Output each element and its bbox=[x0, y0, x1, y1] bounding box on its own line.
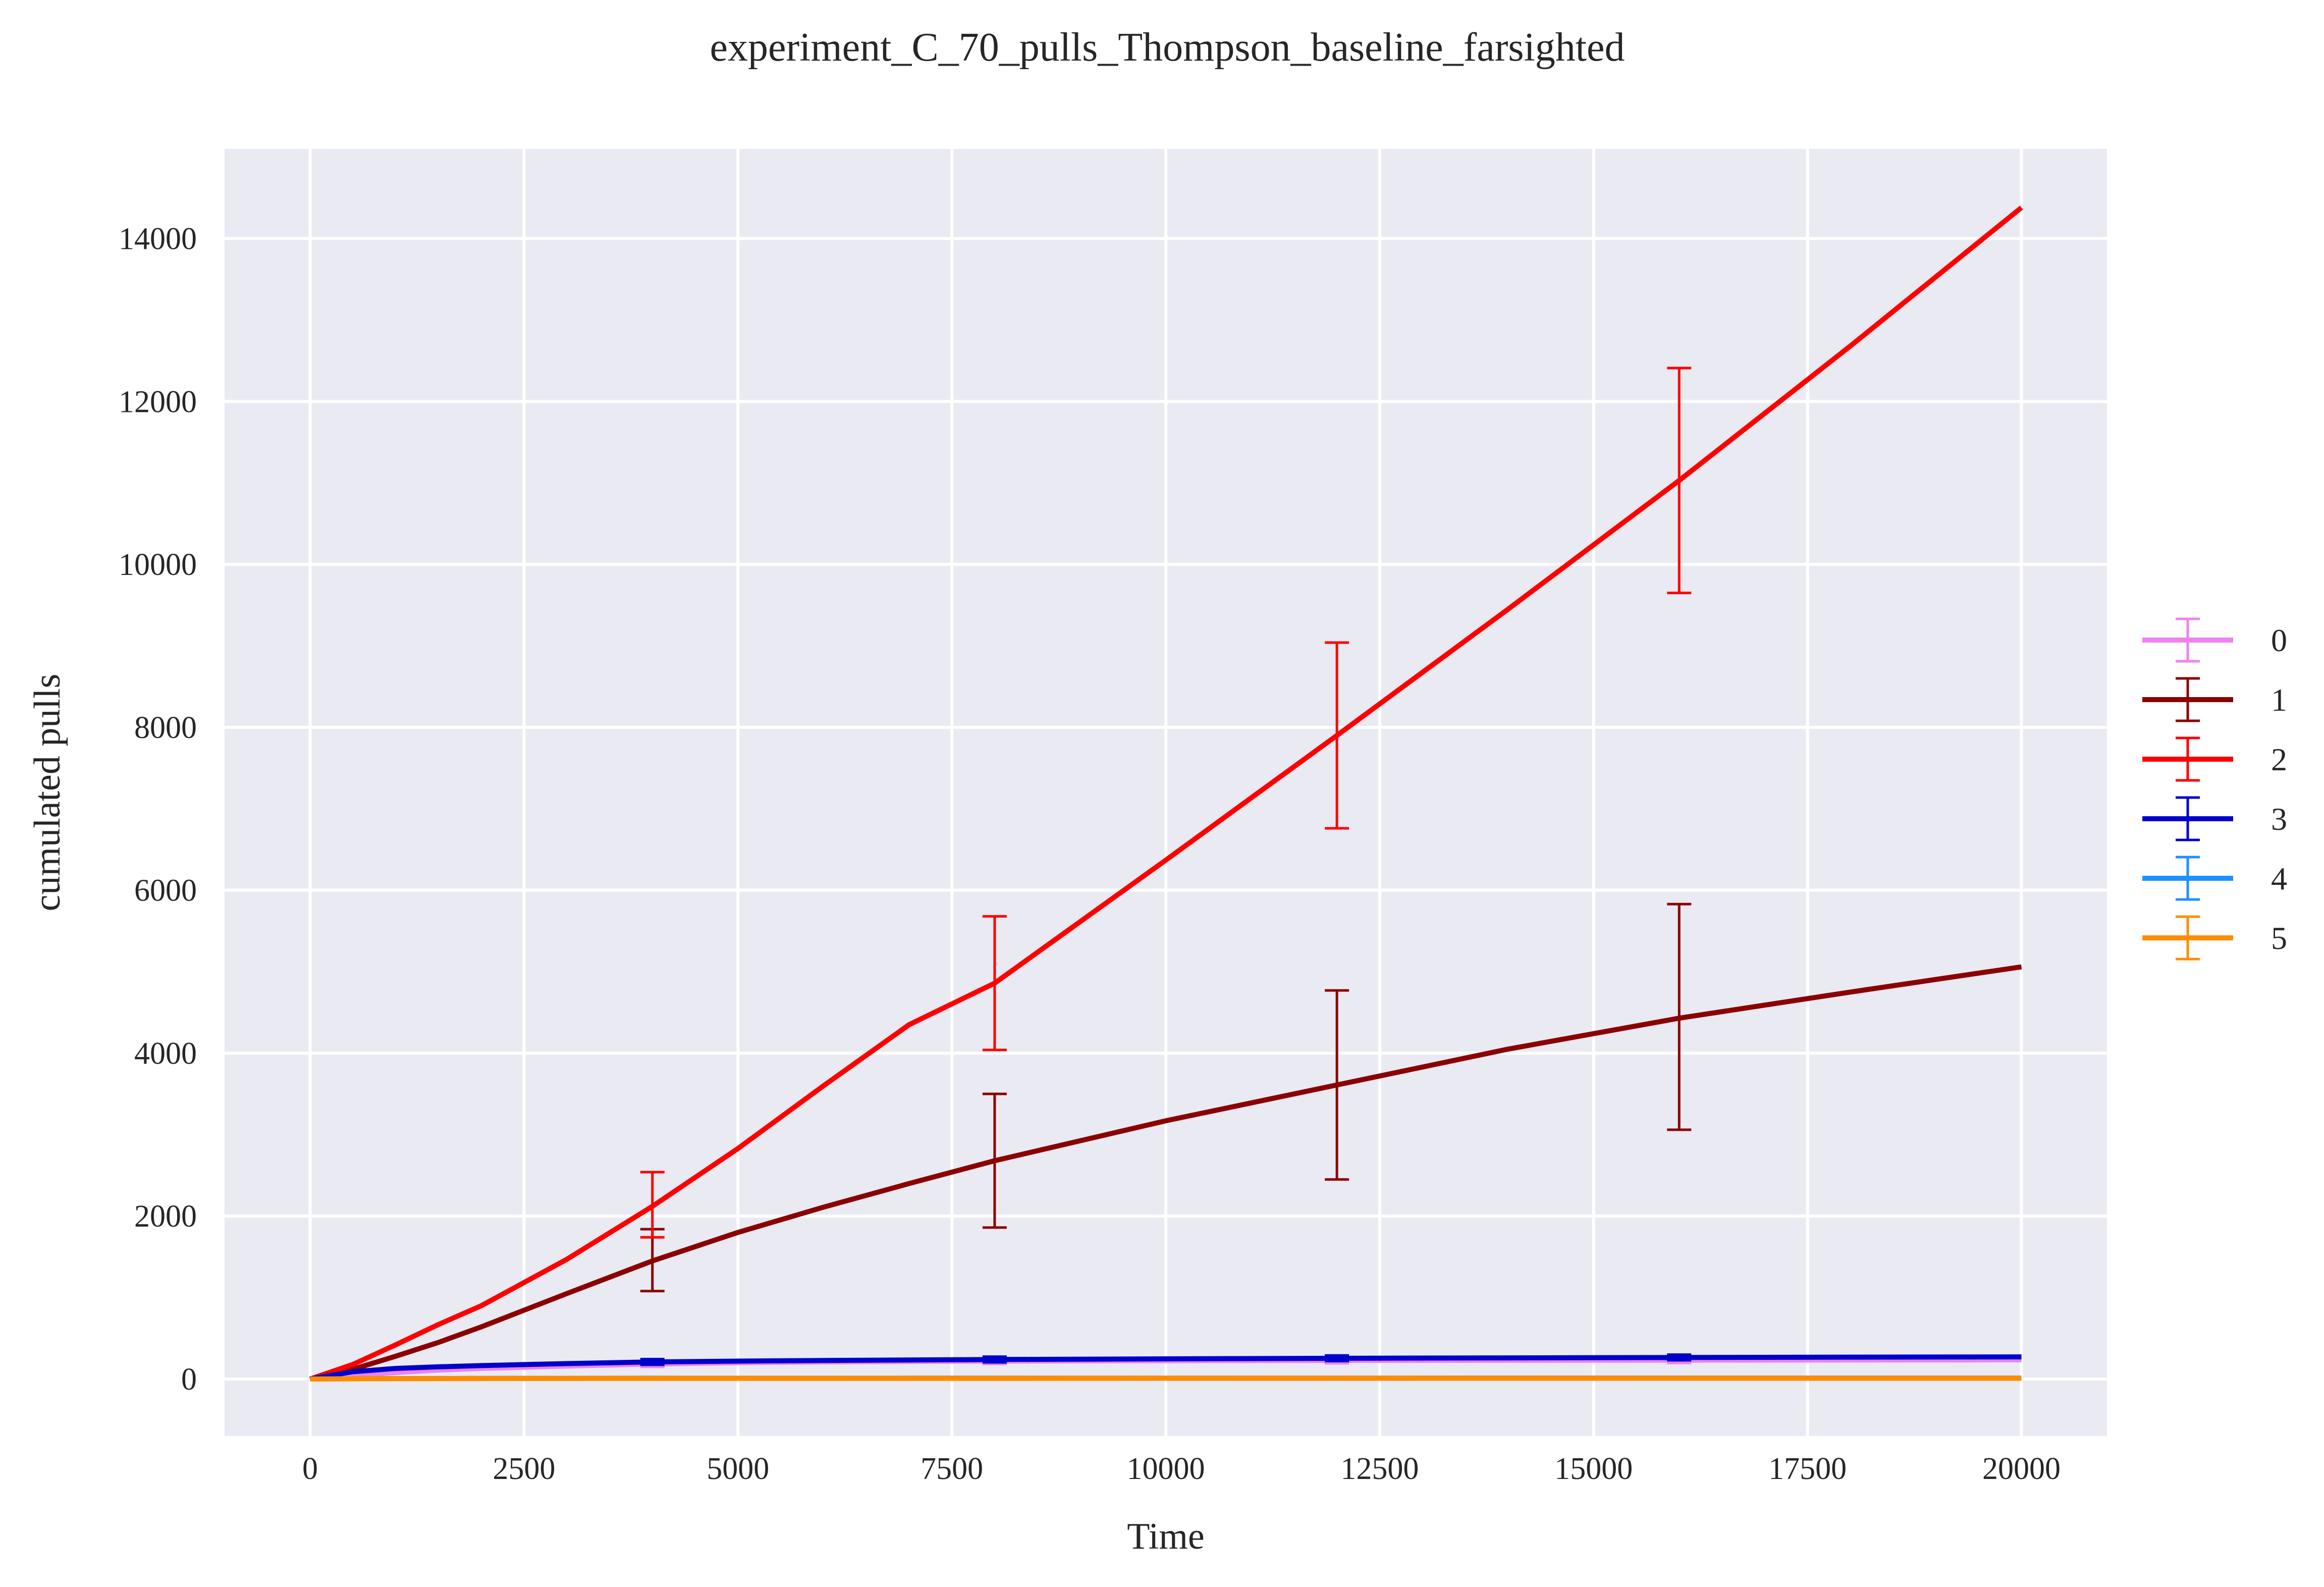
legend-label: 4 bbox=[2271, 861, 2287, 896]
x-tick-label: 12500 bbox=[1340, 1452, 1419, 1486]
chart-title: experiment_C_70_pulls_Thompson_baseline_… bbox=[710, 25, 1625, 70]
series-line-1 bbox=[309, 964, 2022, 1382]
y-tick-label: 12000 bbox=[119, 385, 197, 419]
y-tick-label: 0 bbox=[181, 1362, 197, 1397]
series-line-3 bbox=[309, 1354, 2022, 1382]
legend-item-5: 5 bbox=[2142, 915, 2287, 961]
series-layer bbox=[309, 205, 2023, 1382]
error-bar-5-2 bbox=[1325, 1377, 1349, 1380]
x-tick-label: 2500 bbox=[493, 1452, 555, 1486]
x-tick-label: 10000 bbox=[1127, 1452, 1205, 1486]
error-bar-2-0 bbox=[640, 1171, 665, 1239]
error-bar-1-2 bbox=[1325, 989, 1349, 1181]
legend-item-3: 3 bbox=[2142, 796, 2287, 841]
error-bar-3-0 bbox=[640, 1357, 665, 1366]
x-tick-label: 0 bbox=[302, 1452, 318, 1486]
error-bar-2-2 bbox=[1325, 641, 1349, 830]
legend-label: 3 bbox=[2271, 801, 2287, 837]
legend-label: 0 bbox=[2271, 622, 2287, 658]
x-tick-label: 7500 bbox=[921, 1452, 983, 1486]
x-tick-label: 15000 bbox=[1554, 1452, 1633, 1486]
y-tick-labels: 0 2000 4000 6000 8000 10000 12000 14000 bbox=[119, 222, 197, 1397]
error-bar-2-3 bbox=[1667, 366, 1692, 595]
error-bar-3-3 bbox=[1667, 1353, 1692, 1362]
error-bar-1-3 bbox=[1667, 903, 1692, 1131]
error-bar-5-3 bbox=[1667, 1377, 1692, 1380]
series-5 bbox=[310, 1376, 2022, 1382]
series-3 bbox=[309, 1353, 2022, 1382]
legend: 0 1 2 3 4 5 bbox=[2142, 617, 2287, 961]
legend-item-1: 1 bbox=[2142, 677, 2287, 722]
y-tick-label: 6000 bbox=[134, 874, 197, 908]
legend-label: 5 bbox=[2271, 920, 2287, 956]
error-bar-2-1 bbox=[982, 915, 1007, 1051]
y-axis-label: cumulated pulls bbox=[27, 674, 68, 912]
series-1 bbox=[309, 903, 2022, 1382]
y-tick-label: 14000 bbox=[119, 222, 197, 256]
series-2 bbox=[309, 205, 2023, 1382]
error-bar-5-1 bbox=[982, 1377, 1007, 1380]
series-line-5 bbox=[310, 1376, 2022, 1382]
x-axis-label: Time bbox=[1127, 1516, 1205, 1557]
y-tick-label: 4000 bbox=[134, 1036, 197, 1071]
y-tick-label: 10000 bbox=[119, 548, 197, 582]
legend-item-2: 2 bbox=[2142, 736, 2287, 782]
legend-label: 2 bbox=[2271, 742, 2287, 777]
legend-item-4: 4 bbox=[2142, 856, 2287, 901]
legend-item-0: 0 bbox=[2142, 617, 2287, 663]
x-tick-label: 5000 bbox=[707, 1452, 769, 1486]
error-bar-5-0 bbox=[640, 1377, 665, 1380]
error-bar-3-1 bbox=[982, 1355, 1007, 1364]
y-tick-label: 2000 bbox=[134, 1199, 197, 1234]
error-bar-3-2 bbox=[1325, 1354, 1349, 1363]
y-tick-label: 8000 bbox=[134, 711, 197, 745]
x-tick-label: 20000 bbox=[1982, 1452, 2061, 1486]
series-line-2 bbox=[309, 205, 2023, 1382]
legend-label: 1 bbox=[2271, 682, 2287, 718]
error-bar-1-1 bbox=[982, 1092, 1007, 1229]
x-tick-labels: 0 2500 5000 7500 10000 12500 15000 17500 20000 bbox=[302, 1452, 2061, 1486]
x-tick-label: 17500 bbox=[1768, 1452, 1847, 1486]
